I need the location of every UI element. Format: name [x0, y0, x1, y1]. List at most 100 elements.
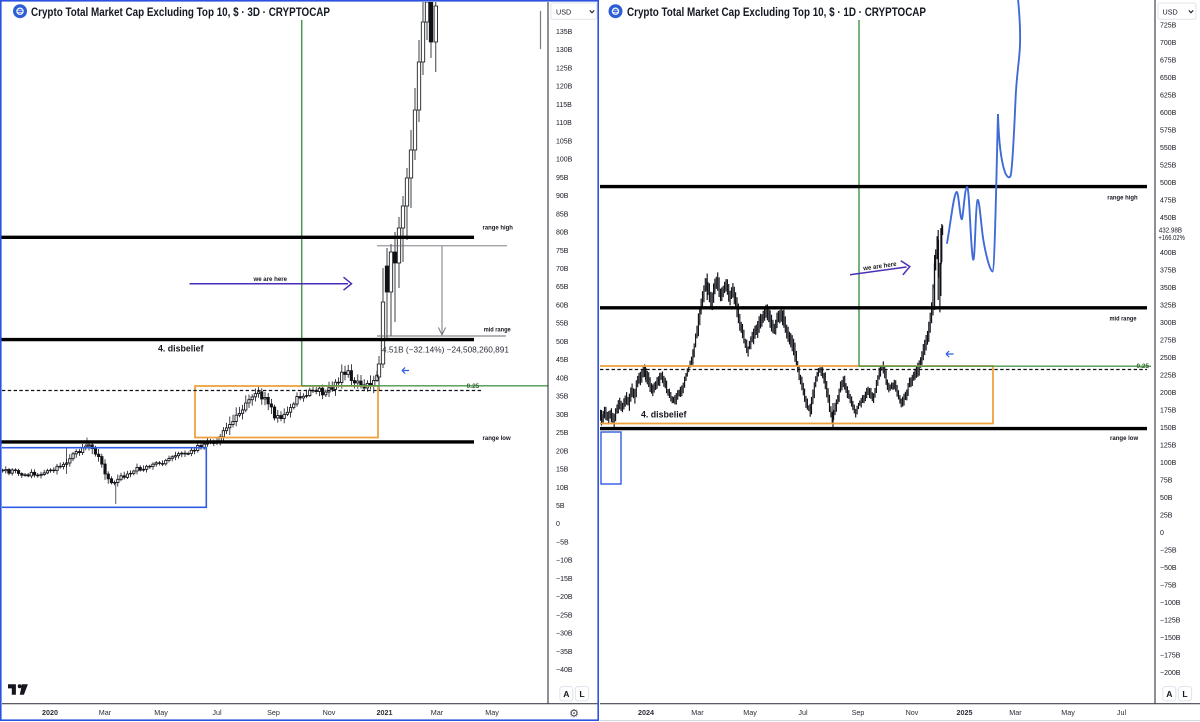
svg-text:USD: USD	[556, 7, 571, 16]
svg-text:2020: 2020	[42, 708, 58, 717]
svg-text:Crypto Total Market Cap Exclud: Crypto Total Market Cap Excluding Top 10…	[627, 5, 926, 19]
svg-text:+166.02%: +166.02%	[1158, 235, 1184, 242]
svg-text:mid range: mid range	[484, 327, 511, 334]
svg-text:−25B: −25B	[556, 612, 573, 619]
svg-text:⚙: ⚙	[569, 708, 579, 720]
svg-text:4. disbelief: 4. disbelief	[641, 410, 687, 420]
svg-text:125B: 125B	[1160, 443, 1177, 450]
svg-text:−20B: −20B	[556, 594, 573, 601]
svg-text:110B: 110B	[556, 120, 572, 127]
svg-text:4.51B (−32.14%) −24,508,260,89: 4.51B (−32.14%) −24,508,260,891	[382, 346, 509, 355]
svg-text:May: May	[154, 708, 168, 717]
svg-text:675B: 675B	[1160, 58, 1177, 65]
svg-text:2021: 2021	[377, 708, 393, 717]
svg-text:40B: 40B	[556, 375, 569, 382]
svg-text:35B: 35B	[556, 394, 569, 401]
svg-text:450B: 450B	[1160, 215, 1177, 222]
svg-text:525B: 525B	[1160, 163, 1177, 170]
svg-text:90B: 90B	[556, 193, 569, 200]
svg-text:May: May	[1061, 708, 1075, 717]
svg-text:95B: 95B	[556, 175, 569, 182]
svg-text:−150B: −150B	[1160, 635, 1181, 642]
svg-text:550B: 550B	[1160, 145, 1177, 152]
svg-text:Crypto Total Market Cap Exclud: Crypto Total Market Cap Excluding Top 10…	[31, 5, 330, 19]
svg-text:75B: 75B	[1160, 478, 1173, 485]
svg-text:375B: 375B	[1160, 268, 1177, 275]
svg-text:Sep: Sep	[852, 708, 865, 717]
svg-text:−125B: −125B	[1160, 618, 1181, 625]
svg-text:Mar: Mar	[691, 708, 704, 717]
svg-text:575B: 575B	[1160, 128, 1177, 135]
svg-text:150B: 150B	[1160, 425, 1177, 432]
svg-text:50B: 50B	[1160, 495, 1173, 502]
svg-text:−100B: −100B	[1160, 600, 1181, 607]
svg-text:L: L	[579, 689, 584, 699]
svg-text:65B: 65B	[556, 284, 569, 291]
svg-text:L: L	[1182, 689, 1187, 699]
svg-text:30B: 30B	[556, 412, 569, 419]
svg-text:600B: 600B	[1160, 110, 1177, 117]
svg-text:125B: 125B	[556, 66, 573, 73]
svg-text:A: A	[563, 689, 569, 699]
svg-text:−15B: −15B	[556, 576, 573, 583]
svg-text:−50B: −50B	[1160, 565, 1177, 572]
svg-text:100B: 100B	[1160, 460, 1177, 467]
svg-text:range low: range low	[483, 435, 512, 442]
svg-text:−30B: −30B	[556, 631, 573, 638]
svg-text:105B: 105B	[556, 138, 573, 145]
svg-text:100B: 100B	[556, 157, 573, 164]
svg-text:Sep: Sep	[267, 708, 280, 717]
svg-text:−175B: −175B	[1160, 653, 1181, 660]
svg-text:Mar: Mar	[431, 708, 444, 717]
svg-text:432.98B: 432.98B	[1159, 227, 1182, 234]
svg-text:200B: 200B	[1160, 390, 1177, 397]
svg-text:80B: 80B	[556, 230, 569, 237]
svg-text:−40B: −40B	[556, 667, 573, 674]
svg-text:85B: 85B	[556, 211, 569, 218]
svg-text:10B: 10B	[556, 485, 569, 492]
svg-text:USD: USD	[1163, 7, 1178, 16]
svg-text:175B: 175B	[1160, 408, 1177, 415]
svg-text:350B: 350B	[1160, 285, 1177, 292]
svg-text:70B: 70B	[556, 266, 569, 273]
svg-text:0: 0	[1160, 530, 1164, 537]
svg-text:500B: 500B	[1160, 180, 1177, 187]
svg-text:75B: 75B	[556, 248, 569, 255]
svg-text:Jul: Jul	[1117, 708, 1127, 717]
svg-text:range low: range low	[1110, 435, 1139, 442]
svg-text:range high: range high	[483, 225, 513, 232]
svg-text:Jul: Jul	[798, 708, 808, 717]
svg-text:Nov: Nov	[906, 708, 919, 717]
svg-text:625B: 625B	[1160, 93, 1177, 100]
svg-text:0.25: 0.25	[467, 383, 480, 390]
svg-text:range high: range high	[1107, 195, 1137, 202]
svg-text:45B: 45B	[556, 357, 569, 364]
svg-text:we are here: we are here	[253, 276, 288, 283]
svg-text:700B: 700B	[1160, 40, 1177, 47]
svg-text:25B: 25B	[1160, 513, 1173, 520]
svg-text:725B: 725B	[1160, 23, 1177, 30]
svg-text:−10B: −10B	[556, 558, 573, 565]
svg-text:mid range: mid range	[1110, 316, 1137, 323]
svg-text:60B: 60B	[556, 302, 569, 309]
svg-text:−5B: −5B	[556, 539, 569, 546]
svg-text:5B: 5B	[556, 503, 565, 510]
svg-text:−75B: −75B	[1160, 583, 1177, 590]
svg-text:−200B: −200B	[1160, 670, 1181, 677]
svg-text:15B: 15B	[556, 467, 569, 474]
svg-text:4. disbelief: 4. disbelief	[158, 344, 204, 354]
svg-text:325B: 325B	[1160, 303, 1177, 310]
svg-text:Jul: Jul	[212, 708, 222, 717]
svg-text:Mar: Mar	[99, 708, 112, 717]
svg-text:Mar: Mar	[1009, 708, 1022, 717]
svg-text:475B: 475B	[1160, 198, 1177, 205]
svg-text:25B: 25B	[556, 430, 569, 437]
svg-text:May: May	[743, 708, 757, 717]
svg-text:50B: 50B	[556, 339, 569, 346]
svg-text:Nov: Nov	[323, 708, 336, 717]
svg-text:250B: 250B	[1160, 355, 1177, 362]
svg-text:55B: 55B	[556, 321, 569, 328]
svg-text:120B: 120B	[556, 84, 573, 91]
svg-text:650B: 650B	[1160, 75, 1177, 82]
svg-text:−35B: −35B	[556, 649, 573, 656]
